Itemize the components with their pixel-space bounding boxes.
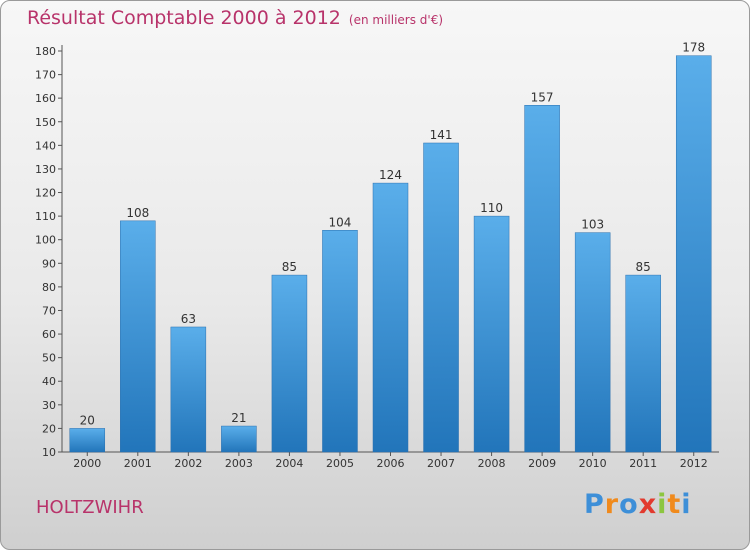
logo-letter: o — [619, 489, 639, 520]
x-tick-label-2001: 2001 — [124, 457, 152, 470]
y-tick-label: 40 — [42, 375, 56, 388]
data-label-2010: 103 — [581, 218, 604, 232]
logo-letter: P — [584, 489, 605, 520]
y-tick-label: 90 — [42, 257, 56, 270]
x-tick-label-2005: 2005 — [326, 457, 354, 470]
y-tick-label: 30 — [42, 399, 56, 412]
data-label-2002: 63 — [181, 312, 196, 326]
bar-2003 — [221, 425, 257, 453]
y-tick-label: 60 — [42, 328, 56, 341]
x-tick-label-2007: 2007 — [427, 457, 455, 470]
data-label-2000: 20 — [80, 413, 95, 427]
y-tick-label: 10 — [42, 446, 56, 459]
bar-2006 — [372, 182, 409, 453]
x-tick-label-2003: 2003 — [225, 457, 253, 470]
logo-letter: t — [667, 489, 682, 520]
x-tick-label-2004: 2004 — [275, 457, 303, 470]
data-label-2001: 108 — [126, 206, 149, 220]
y-tick-label: 110 — [35, 210, 56, 223]
y-tick-label: 70 — [42, 304, 56, 317]
x-tick-label-2011: 2011 — [629, 457, 657, 470]
data-label-2011: 85 — [636, 260, 651, 274]
chart-title-text: Résultat Comptable 2000 à 2012 — [27, 7, 341, 29]
data-label-2005: 104 — [329, 215, 352, 229]
logo-letter: i — [657, 489, 668, 520]
x-tick-label-2000: 2000 — [73, 457, 101, 470]
logo-letter: x — [638, 489, 658, 520]
y-tick-label: 50 — [42, 352, 56, 365]
logo-letter: i — [681, 489, 692, 520]
y-tick-label: 100 — [35, 234, 56, 247]
data-label-2012: 178 — [682, 41, 705, 55]
bar-2012 — [675, 55, 712, 453]
y-tick-label: 150 — [35, 116, 56, 129]
chart-title: Résultat Comptable 2000 à 2012 (en millie… — [27, 7, 443, 29]
bar-2004 — [271, 274, 308, 453]
x-tick-label-2008: 2008 — [478, 457, 506, 470]
chart-subtitle: (en milliers d'€) — [348, 13, 444, 27]
y-tick-label: 120 — [35, 187, 56, 200]
bar-2001 — [120, 220, 156, 453]
bar-2011 — [625, 274, 661, 453]
logo-letter: r — [604, 489, 620, 520]
x-tick-label-2009: 2009 — [528, 457, 556, 470]
data-label-2004: 85 — [282, 260, 297, 274]
bar-2009 — [524, 105, 560, 453]
data-label-2009: 157 — [531, 90, 554, 104]
bar-2008 — [473, 215, 510, 453]
data-label-2007: 141 — [430, 128, 453, 142]
y-tick-label: 130 — [35, 163, 56, 176]
bar-2010 — [574, 232, 611, 453]
y-tick-label: 80 — [42, 281, 56, 294]
x-tick-label-2010: 2010 — [579, 457, 607, 470]
chart-bars — [69, 55, 712, 453]
y-tick-label: 140 — [35, 139, 56, 152]
x-tick-label-2006: 2006 — [377, 457, 405, 470]
y-tick-label: 160 — [35, 92, 56, 105]
chart-labels: 10 20 30 40 50 60 70 80 90 100 110 120 130 140 150 160 1… — [35, 41, 708, 470]
y-tick-label: 170 — [35, 69, 56, 82]
data-label-2006: 124 — [379, 168, 402, 182]
bar-2005 — [322, 230, 358, 453]
y-tick-label: 180 — [35, 45, 56, 58]
proxiti-logo: Proxiti — [584, 489, 692, 520]
x-tick-label-2002: 2002 — [174, 457, 202, 470]
bar-2002 — [170, 326, 207, 453]
bar-2000 — [69, 428, 106, 453]
x-tick-label-2012: 2012 — [680, 457, 708, 470]
commune-name: HOLTZWIHR — [36, 497, 144, 518]
data-label-2008: 110 — [480, 201, 503, 215]
data-label-2003: 21 — [231, 411, 246, 425]
y-tick-label: 20 — [42, 422, 56, 435]
bar-2007 — [423, 142, 459, 453]
